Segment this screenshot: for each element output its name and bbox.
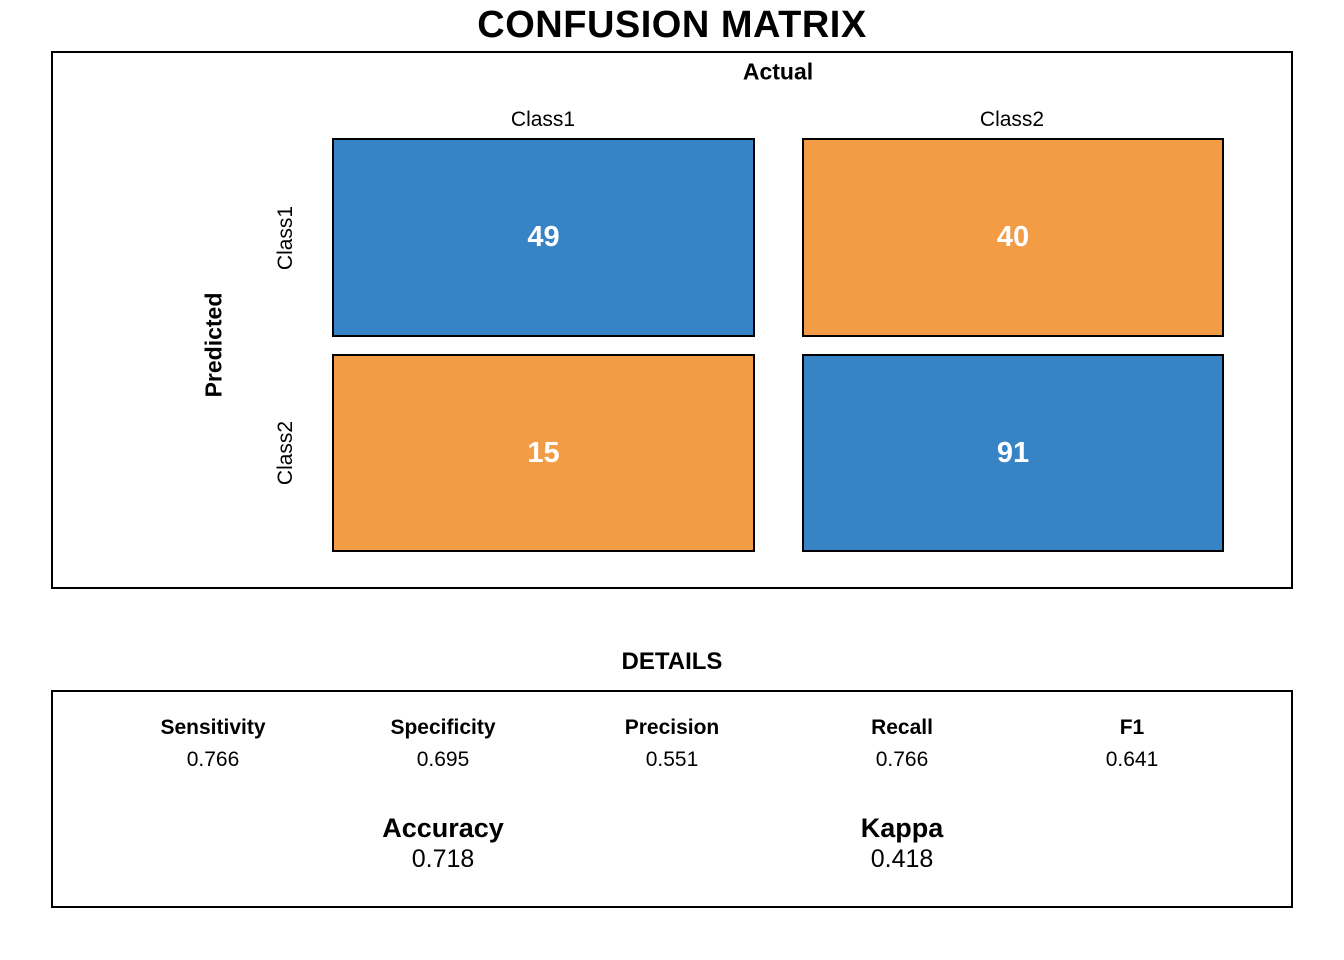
cell-value-false-negative: 15 — [527, 436, 560, 469]
metric-label: Recall — [871, 716, 933, 739]
metric-value: 0.718 — [411, 845, 475, 873]
metric-value: 0.641 — [1105, 748, 1159, 771]
metric-f1: F1 0.641 — [1017, 715, 1247, 773]
row-header-class1: Class1 — [274, 205, 297, 271]
metric-value: 0.695 — [416, 748, 470, 771]
actual-axis-label: Actual — [742, 58, 814, 85]
details-title: DETAILS — [621, 648, 723, 675]
col-header-class2: Class2 — [979, 108, 1045, 131]
matrix-cell-pred2-actual2: 91 — [802, 354, 1224, 552]
chart-title: CONFUSION MATRIX — [477, 4, 867, 46]
metric-label: Specificity — [390, 716, 496, 739]
matrix-cell-pred1-actual2: 40 — [802, 138, 1224, 337]
metric-value: 0.766 — [186, 748, 240, 771]
metric-label: Kappa — [860, 813, 944, 843]
metric-label: Precision — [624, 716, 720, 739]
metric-precision: Precision 0.551 — [557, 715, 787, 773]
matrix-cell-pred2-actual1: 15 — [332, 354, 755, 552]
metric-label: Sensitivity — [160, 716, 266, 739]
metric-accuracy: Accuracy 0.718 — [313, 812, 573, 874]
cell-value-true-negative: 91 — [996, 436, 1030, 469]
metric-label: Accuracy — [382, 813, 504, 843]
details-panel-box — [51, 690, 1293, 908]
cell-value-false-positive: 40 — [996, 221, 1030, 253]
metric-recall: Recall 0.766 — [787, 715, 1017, 773]
predicted-axis-label: Predicted — [200, 292, 227, 398]
metric-value: 0.418 — [870, 845, 934, 873]
row-header-class2: Class2 — [274, 420, 297, 486]
metric-value: 0.766 — [875, 748, 929, 771]
metric-label: F1 — [1119, 716, 1145, 739]
metric-kappa: Kappa 0.418 — [772, 812, 1032, 874]
cell-value-true-positive: 49 — [527, 221, 560, 253]
metric-sensitivity: Sensitivity 0.766 — [98, 715, 328, 773]
metric-specificity: Specificity 0.695 — [328, 715, 558, 773]
metric-value: 0.551 — [645, 748, 699, 771]
matrix-cell-pred1-actual1: 49 — [332, 138, 755, 337]
col-header-class1: Class1 — [510, 108, 576, 131]
